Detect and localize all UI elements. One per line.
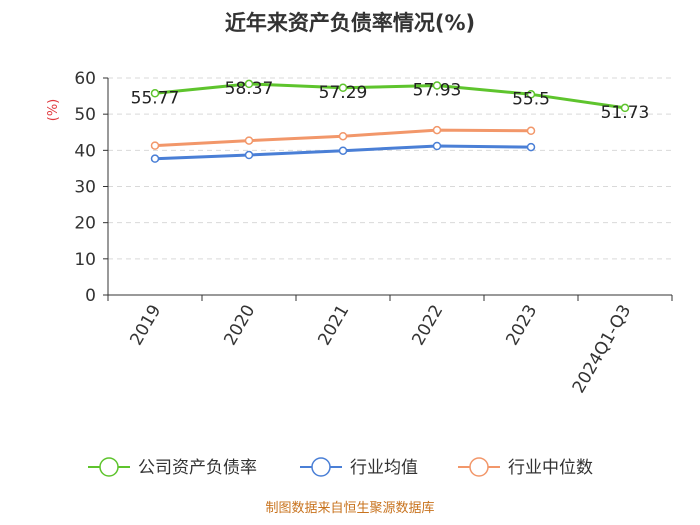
x-tick-label: 2023 bbox=[502, 302, 541, 349]
legend-item[interactable]: 行业均值 bbox=[300, 457, 418, 478]
data-label: 55.5 bbox=[512, 89, 550, 109]
data-point bbox=[338, 83, 348, 93]
source-note: 制图数据来自恒生聚源数据库 bbox=[265, 500, 434, 516]
axes: 0 10 20 30 40 50 60 2019 2020 2021 2022 2023 2024Q1-… bbox=[74, 69, 673, 397]
data-point bbox=[526, 90, 536, 99]
legend[interactable]: 公司资产负债率 行业均值 行业中位数 bbox=[88, 457, 593, 478]
y-tick-label: 10 bbox=[74, 250, 96, 270]
data-point bbox=[432, 141, 442, 151]
data-point bbox=[150, 141, 160, 150]
data-label: 57.29 bbox=[319, 83, 368, 103]
series-lines bbox=[150, 79, 630, 163]
data-point bbox=[432, 81, 442, 90]
data-point bbox=[150, 89, 160, 98]
data-label: 55.77 bbox=[131, 88, 180, 108]
data-point bbox=[338, 131, 348, 141]
legend-label: 行业中位数 bbox=[508, 458, 593, 478]
legend-label: 公司资产负债率 bbox=[138, 458, 257, 478]
data-label: 58.37 bbox=[225, 79, 274, 99]
legend-swatch-marker bbox=[99, 457, 119, 477]
data-point bbox=[432, 125, 442, 135]
y-tick-label: 40 bbox=[74, 141, 96, 161]
y-tick-label: 0 bbox=[85, 286, 96, 306]
legend-item[interactable]: 公司资产负债率 bbox=[88, 457, 257, 478]
x-tick-label: 2020 bbox=[220, 302, 259, 349]
x-tick-label: 2022 bbox=[408, 302, 447, 349]
x-tick-label: 2024Q1-Q3 bbox=[569, 302, 636, 397]
legend-label: 行业均值 bbox=[350, 458, 418, 478]
data-label: 57.93 bbox=[413, 80, 462, 100]
y-tick-label: 30 bbox=[74, 178, 96, 198]
grid-lines bbox=[108, 77, 672, 260]
legend-swatch-marker bbox=[311, 457, 331, 477]
data-point bbox=[526, 126, 536, 136]
x-tick-label: 2019 bbox=[126, 302, 165, 349]
x-tick-label: 2021 bbox=[314, 302, 353, 349]
y-tick-label: 60 bbox=[74, 69, 96, 89]
data-point bbox=[244, 79, 254, 89]
legend-item[interactable]: 行业中位数 bbox=[458, 457, 593, 478]
data-point bbox=[244, 136, 254, 145]
legend-swatch-marker bbox=[469, 457, 489, 477]
data-label: 51.73 bbox=[601, 103, 650, 123]
y-tick-label: 50 bbox=[74, 105, 96, 125]
series-line-0 bbox=[154, 82, 626, 110]
chart-title: 近年来资产负债率情况(%) bbox=[225, 11, 475, 35]
y-axis-unit-label: (%) bbox=[46, 99, 61, 122]
data-point bbox=[526, 142, 536, 152]
data-point bbox=[338, 146, 348, 155]
data-point bbox=[244, 150, 254, 160]
data-point bbox=[620, 103, 630, 113]
data-labels: 55.77 58.37 57.29 57.93 55.5 51.73 bbox=[131, 79, 650, 123]
data-point bbox=[150, 154, 160, 163]
y-tick-label: 20 bbox=[74, 214, 96, 234]
